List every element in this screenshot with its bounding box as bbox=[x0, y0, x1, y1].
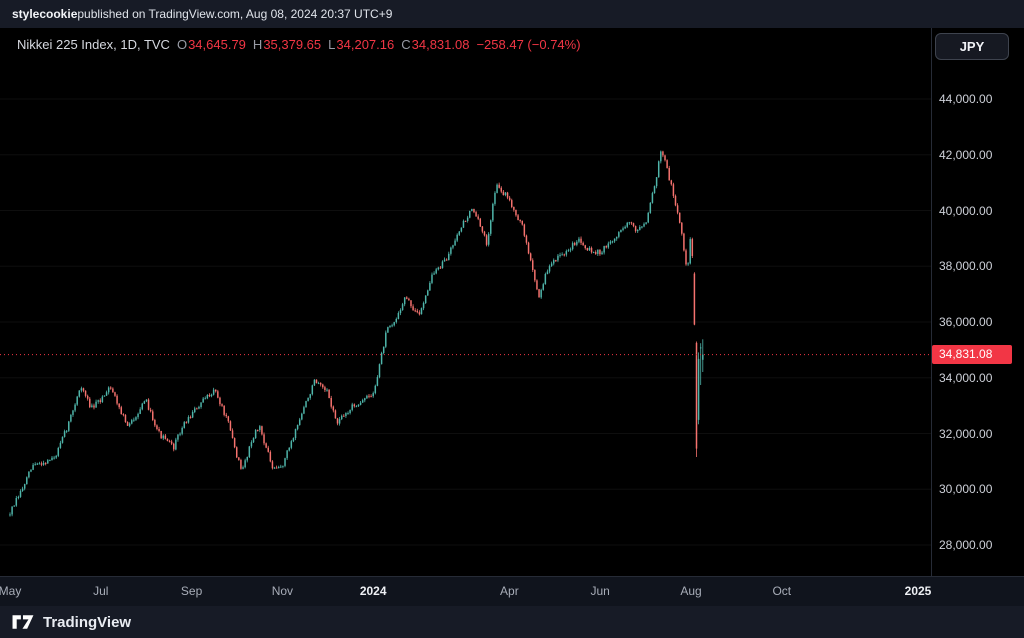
time-ticks: May Jul Sep Nov 2024 Apr Jun Aug Oct 2025 bbox=[0, 577, 931, 607]
publish-bar: stylecookie published on TradingView.com… bbox=[0, 0, 1024, 28]
time-tick-label: Apr bbox=[500, 584, 519, 598]
brand-name[interactable]: TradingView bbox=[43, 613, 132, 631]
chart-legend: Nikkei 225 Index, 1D, TVC O34,645.79 H35… bbox=[17, 37, 581, 52]
legend-high: H35,379.65 bbox=[252, 37, 322, 52]
time-tick-label: Jul bbox=[93, 584, 109, 598]
time-tick-label: 2025 bbox=[904, 584, 931, 598]
currency-toggle-button[interactable]: JPY bbox=[935, 33, 1009, 60]
time-tick-label: 2024 bbox=[359, 584, 387, 598]
price-tick-label: 30,000.00 bbox=[939, 482, 993, 497]
time-tick-label: Sep bbox=[180, 584, 203, 598]
time-tick-label: Aug bbox=[680, 584, 702, 598]
publish-author: stylecookie bbox=[12, 7, 78, 21]
price-tick-label: 44,000.00 bbox=[939, 92, 993, 106]
price-tick-label: 38,000.00 bbox=[939, 259, 993, 274]
time-tick-label: Nov bbox=[271, 584, 294, 598]
time-tick-label: Oct bbox=[772, 584, 792, 598]
legend-change: −258.47 (−0.74%) bbox=[476, 37, 581, 52]
legend-close: C34,831.08 bbox=[401, 37, 470, 52]
last-price-label: 34,831.08 bbox=[932, 344, 1012, 364]
legend-open: O34,645.79 bbox=[176, 37, 246, 52]
price-tick-label: 32,000.00 bbox=[939, 426, 993, 441]
symbol-title: Nikkei 225 Index, 1D, TVC bbox=[17, 37, 170, 52]
price-tick-label: 34,000.00 bbox=[939, 370, 993, 385]
chart-widget: Nikkei 225 Index, 1D, TVC O34,645.79 H35… bbox=[0, 28, 1024, 606]
candlestick-chart[interactable] bbox=[0, 28, 931, 576]
price-tick-label: 28,000.00 bbox=[939, 538, 993, 552]
time-axis[interactable]: May Jul Sep Nov 2024 Apr Jun Aug Oct 2025 bbox=[0, 576, 1024, 606]
time-tick-label: Jun bbox=[590, 584, 610, 598]
price-tick-label: 36,000.00 bbox=[939, 315, 993, 329]
footer-bar: TradingView bbox=[0, 606, 1024, 638]
time-tick-label: May bbox=[0, 584, 22, 598]
price-tick-label: 40,000.00 bbox=[939, 203, 993, 218]
publish-text: published on TradingView.com, Aug 08, 20… bbox=[77, 7, 393, 21]
tradingview-logo-icon[interactable] bbox=[12, 614, 35, 630]
legend-low: L34,207.16 bbox=[328, 37, 395, 52]
price-tick-label: 42,000.00 bbox=[939, 147, 993, 162]
price-axis[interactable]: 44,000.00 42,000.00 40,000.00 38,000.00 36,0… bbox=[931, 28, 1024, 576]
